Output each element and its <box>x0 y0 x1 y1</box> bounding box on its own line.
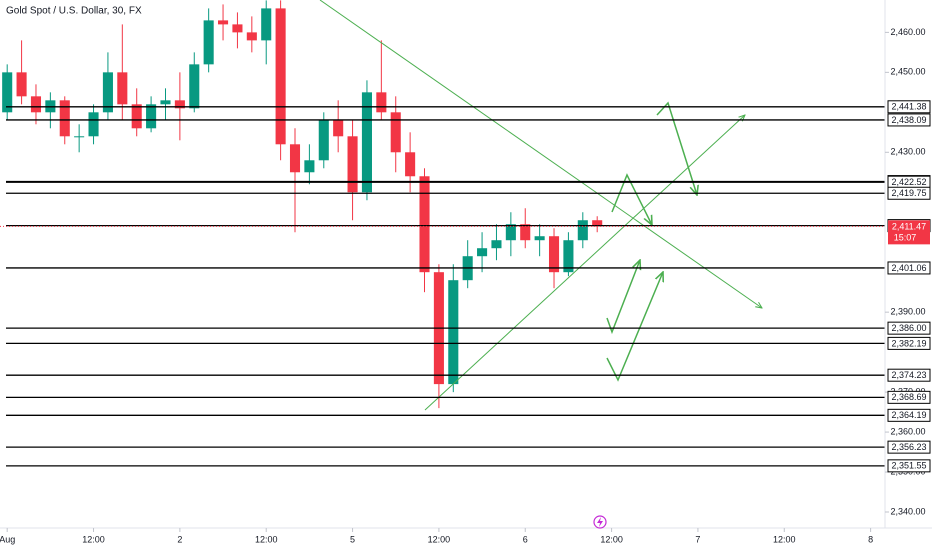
price-label: 2,364.19 <box>891 410 926 420</box>
candle-body <box>146 104 157 129</box>
candle-body <box>592 220 603 227</box>
candle-body <box>275 8 286 145</box>
candle-body <box>218 20 229 25</box>
candle-body <box>289 144 301 173</box>
price-label-box <box>887 408 931 422</box>
x-tick-label: 12:00 <box>255 534 278 544</box>
candle-body <box>304 160 315 173</box>
chart-title: Gold Spot / U.S. Dollar, 30, FX <box>6 6 142 17</box>
price-label-box <box>887 440 931 454</box>
x-tick-label: Aug <box>0 534 15 544</box>
projection-arrow <box>611 173 652 225</box>
candle-body <box>318 120 329 161</box>
countdown-label: 15:07 <box>894 233 917 243</box>
candle-body <box>491 240 502 249</box>
price-label: 2,386.00 <box>891 323 926 333</box>
candle-body <box>102 72 113 113</box>
x-tick-label: 5 <box>350 534 355 544</box>
candle-body <box>376 92 387 113</box>
price-label: 2,382.19 <box>891 338 926 348</box>
x-tick-label: 7 <box>695 534 700 544</box>
candle-body <box>203 20 214 65</box>
candle-body <box>174 100 185 109</box>
x-tick-label: 12:00 <box>600 534 623 544</box>
candle-body <box>160 100 171 105</box>
candle-body <box>361 92 372 193</box>
candle-body <box>419 176 430 273</box>
candle-body <box>520 224 531 241</box>
price-label-box <box>887 390 931 404</box>
price-label: 2,441.38 <box>891 102 926 112</box>
candle-body <box>505 224 516 241</box>
y-tick-label: 2,390.00 <box>890 307 925 317</box>
price-label: 2,374.23 <box>891 370 926 380</box>
candle-body <box>390 112 401 153</box>
trend-line <box>319 0 762 308</box>
price-label-box <box>887 336 931 350</box>
candle-body <box>477 248 488 257</box>
candle-body <box>117 72 128 105</box>
candle-body <box>16 72 27 97</box>
price-label-box <box>887 186 931 200</box>
candle-body <box>189 64 200 109</box>
price-label-box <box>887 321 931 335</box>
price-label-box <box>887 100 931 114</box>
x-tick-label: 6 <box>523 534 528 544</box>
price-label: 2,401.06 <box>891 263 926 273</box>
current-price-label: 2,411.47 <box>892 222 926 232</box>
y-tick-label: 2,450.00 <box>890 67 925 77</box>
candle-body <box>261 8 272 41</box>
x-tick-label: 12:00 <box>82 534 105 544</box>
price-label: 2,419.75 <box>891 188 926 198</box>
candle-body <box>74 136 85 138</box>
price-labels: 2,441.382,438.092,422.672,422.522,419.75… <box>887 100 931 473</box>
candle-body <box>246 32 257 41</box>
replay-icon[interactable] <box>593 515 607 529</box>
drawings <box>319 0 762 411</box>
x-tick-label: 12:00 <box>773 534 796 544</box>
x-tick-label: 8 <box>868 534 873 544</box>
candle-body <box>2 72 13 113</box>
x-tick-label: 2 <box>177 534 182 544</box>
candle-body <box>548 236 560 273</box>
candles <box>2 0 603 409</box>
price-label: 2,422.52 <box>891 177 926 187</box>
current-price-box <box>888 220 930 245</box>
candle-body <box>88 112 99 137</box>
projection-arrow <box>606 272 663 382</box>
price-label-box <box>887 459 931 473</box>
trend-line <box>424 115 745 411</box>
projection-arrow <box>656 101 697 195</box>
price-label-box <box>887 113 931 127</box>
candle-body <box>131 104 142 129</box>
y-tick-label: 2,340.00 <box>890 506 925 516</box>
y-tick-label: 2,430.00 <box>890 147 925 157</box>
y-tick-label: 2,460.00 <box>890 27 925 37</box>
candle-body <box>534 236 545 241</box>
y-tick-label: 2,360.00 <box>890 426 925 436</box>
candle-body <box>577 220 588 241</box>
levels <box>0 106 885 467</box>
price-label: 2,368.69 <box>891 392 926 402</box>
candle-body <box>448 280 459 385</box>
candle-body <box>59 100 70 137</box>
price-label-box <box>887 261 931 275</box>
candle-body <box>333 120 344 137</box>
candle-body <box>232 24 243 33</box>
candle-body <box>563 240 574 273</box>
price-label: 2,351.55 <box>891 461 926 471</box>
candle-body <box>347 136 358 193</box>
price-label: 2,438.09 <box>891 115 926 125</box>
projection-arrow <box>606 260 640 335</box>
candle-body <box>405 152 416 177</box>
candle-body <box>30 96 42 113</box>
x-tick-label: 12:00 <box>428 534 451 544</box>
price-label-box <box>887 368 931 382</box>
price-label: 2,356.23 <box>891 442 926 452</box>
